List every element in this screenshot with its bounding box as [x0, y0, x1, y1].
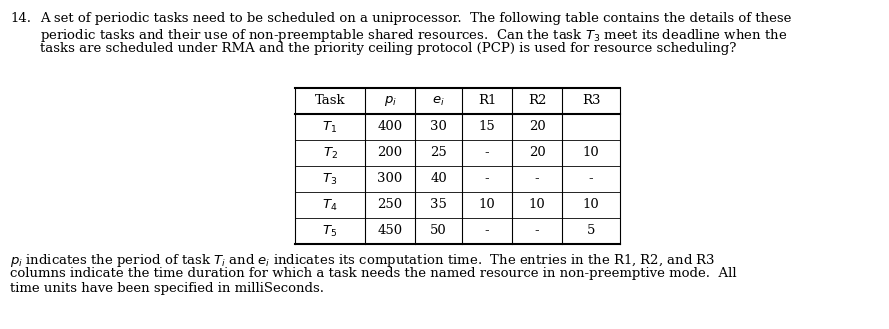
Text: 200: 200 — [378, 146, 403, 160]
Text: R1: R1 — [477, 94, 496, 108]
Text: 10: 10 — [529, 198, 545, 212]
Text: 10: 10 — [478, 198, 495, 212]
Text: 40: 40 — [430, 172, 447, 186]
Text: $e_i$: $e_i$ — [432, 94, 444, 108]
Text: 450: 450 — [378, 224, 403, 238]
Text: -: - — [485, 224, 489, 238]
Text: 400: 400 — [378, 120, 403, 134]
Text: 250: 250 — [378, 198, 403, 212]
Text: time units have been specified in milliSeconds.: time units have been specified in milliS… — [10, 282, 324, 295]
Text: $p_i$ indicates the period of task $T_i$ and $e_i$ indicates its computation tim: $p_i$ indicates the period of task $T_i$… — [10, 252, 716, 269]
Text: 5: 5 — [587, 224, 596, 238]
Text: tasks are scheduled under RMA and the priority ceiling protocol (PCP) is used fo: tasks are scheduled under RMA and the pr… — [40, 42, 736, 55]
Text: A set of periodic tasks need to be scheduled on a uniprocessor.  The following t: A set of periodic tasks need to be sched… — [40, 12, 791, 25]
Text: $T_4$: $T_4$ — [323, 197, 338, 213]
Text: periodic tasks and their use of non-preemptable shared resources.  Can the task : periodic tasks and their use of non-pree… — [40, 27, 787, 44]
Text: 25: 25 — [430, 146, 447, 160]
Text: R3: R3 — [581, 94, 600, 108]
Text: -: - — [485, 146, 489, 160]
Text: 300: 300 — [377, 172, 403, 186]
Text: $T_3$: $T_3$ — [323, 171, 338, 187]
Text: -: - — [485, 172, 489, 186]
Text: $p_i$: $p_i$ — [383, 94, 396, 108]
Text: -: - — [534, 172, 540, 186]
Text: -: - — [534, 224, 540, 238]
Text: 20: 20 — [529, 146, 545, 160]
Text: columns indicate the time duration for which a task needs the named resource in : columns indicate the time duration for w… — [10, 267, 737, 280]
Text: 50: 50 — [430, 224, 447, 238]
Text: 10: 10 — [582, 198, 599, 212]
Text: 15: 15 — [478, 120, 495, 134]
Text: 14.: 14. — [10, 12, 31, 25]
Text: 35: 35 — [430, 198, 447, 212]
Text: Task: Task — [315, 94, 345, 108]
Text: 20: 20 — [529, 120, 545, 134]
Text: $T_2$: $T_2$ — [323, 145, 338, 161]
Text: $T_1$: $T_1$ — [323, 119, 338, 135]
Text: 10: 10 — [582, 146, 599, 160]
Text: R2: R2 — [528, 94, 546, 108]
Text: -: - — [589, 172, 593, 186]
Text: 30: 30 — [430, 120, 447, 134]
Text: $T_5$: $T_5$ — [323, 223, 338, 239]
